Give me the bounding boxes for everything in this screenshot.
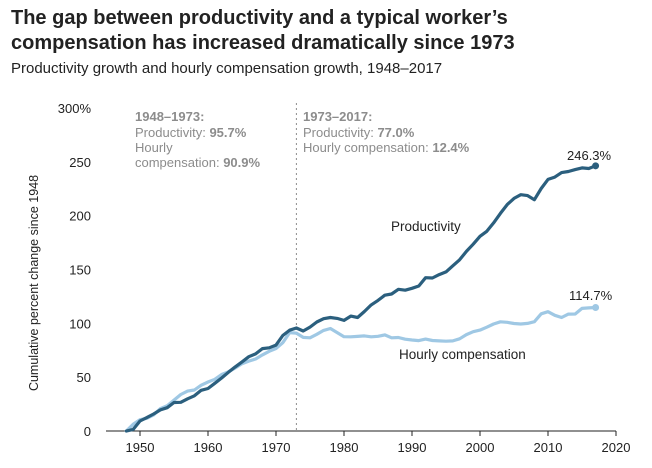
y-tick-label: 300%: [58, 101, 92, 116]
y-tick-label: 0: [84, 424, 91, 439]
annotation-1973-2017: 1973–2017: Productivity: 77.0% Hourly co…: [303, 109, 470, 155]
x-tick-label: 1950: [126, 440, 155, 455]
productivity-end-dot: [592, 162, 600, 170]
y-tick-label: 200: [69, 209, 91, 224]
chart-title: The gap between productivity and a typic…: [11, 7, 515, 54]
productivity-series-label: Productivity: [391, 219, 461, 234]
compensation-line: [124, 305, 598, 433]
x-tick-label: 1970: [262, 440, 291, 455]
x-axis-ticks: 1950 1960 1970 1980 1990 2000 2010 2020: [126, 431, 631, 455]
annotation-left-compensation-line2: compensation: 90.9%: [135, 155, 260, 170]
x-tick-label: 2010: [534, 440, 563, 455]
y-tick-label: 50: [77, 370, 91, 385]
annotation-left-heading: 1948–1973:: [135, 109, 204, 124]
y-axis-label: Cumulative percent change since 1948: [27, 175, 41, 391]
compensation-end-label: 114.7%: [569, 288, 613, 303]
annotation-right-productivity: Productivity: 77.0%: [303, 125, 415, 140]
x-tick-label: 1980: [330, 440, 359, 455]
productivity-line: [124, 164, 598, 433]
annotation-right-heading: 1973–2017:: [303, 109, 372, 124]
annotation-left-productivity: Productivity: 95.7%: [135, 125, 247, 140]
x-tick-label: 1960: [194, 440, 223, 455]
compensation-end-dot: [592, 304, 600, 312]
productivity-end-label: 246.3%: [567, 148, 612, 163]
x-tick-label: 2000: [466, 440, 495, 455]
annotation-right-compensation: Hourly compensation: 12.4%: [303, 140, 470, 155]
annotation-left-compensation-line1: Hourly: [135, 140, 173, 155]
annotation-1948-1973: 1948–1973: Productivity: 95.7% Hourly co…: [135, 109, 260, 170]
compensation-series-label: Hourly compensation: [399, 347, 526, 362]
chart-subtitle: Productivity growth and hourly compensat…: [11, 60, 443, 77]
y-tick-label: 100: [69, 316, 91, 331]
y-tick-label: 150: [69, 263, 91, 278]
x-tick-label: 2020: [602, 440, 631, 455]
y-tick-label: 250: [69, 155, 91, 170]
x-tick-label: 1990: [398, 440, 427, 455]
y-axis-ticks: 0 50 100 150 200 250 300%: [58, 101, 92, 439]
